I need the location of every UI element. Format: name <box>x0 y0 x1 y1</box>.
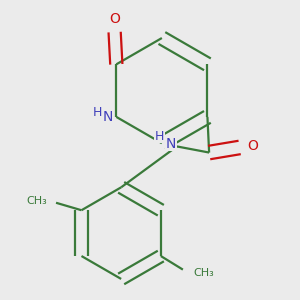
Text: H: H <box>93 106 102 119</box>
Text: O: O <box>109 12 120 26</box>
Text: CH₃: CH₃ <box>193 268 214 278</box>
Text: N: N <box>166 137 176 151</box>
Text: H: H <box>154 130 164 143</box>
Text: CH₃: CH₃ <box>27 196 48 206</box>
Text: O: O <box>247 140 258 153</box>
Text: N: N <box>103 110 113 124</box>
